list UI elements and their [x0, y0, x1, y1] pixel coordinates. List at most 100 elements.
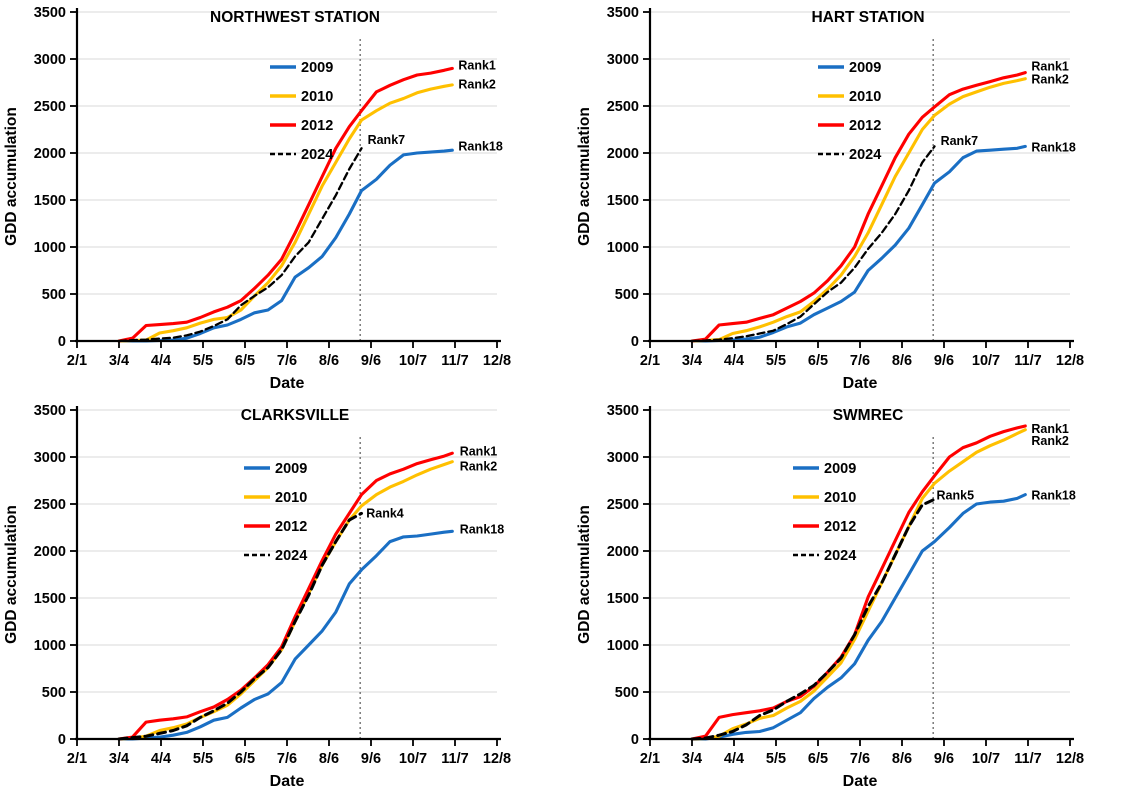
- chart-title: SWMREC: [833, 407, 904, 424]
- legend-label-2009: 2009: [301, 60, 333, 76]
- x-tick-label: 11/7: [441, 751, 468, 767]
- x-tick-label: 12/8: [1056, 751, 1084, 767]
- y-tick-label: 3500: [34, 5, 66, 21]
- y-axis-title: GDD accumulation: [576, 505, 593, 644]
- rank-annotation-rank18: Rank18: [1031, 489, 1076, 503]
- y-tick-label: 3500: [607, 403, 639, 419]
- x-tick-label: 4/4: [724, 751, 744, 767]
- legend-label-2009: 2009: [275, 461, 307, 477]
- legend-label-2010: 2010: [824, 490, 856, 506]
- x-tick-label: 5/5: [193, 751, 213, 767]
- legend-label-2009: 2009: [849, 60, 881, 76]
- rank-annotation-rank2: Rank2: [1031, 73, 1069, 87]
- y-tick-label: 1500: [34, 591, 66, 607]
- x-tick-label: 12/8: [483, 751, 511, 767]
- x-tick-label: 4/4: [151, 353, 171, 369]
- x-tick-label: 7/6: [850, 353, 870, 369]
- series-line-2024: [117, 147, 363, 343]
- y-tick-label: 3500: [34, 403, 66, 419]
- rank-annotation-rank18: Rank18: [1031, 140, 1076, 154]
- x-tick-label: 11/7: [441, 353, 468, 369]
- y-tick-label: 2500: [607, 99, 639, 115]
- x-axis-title: Date: [270, 375, 305, 392]
- y-tick-label: 1000: [34, 240, 66, 256]
- y-tick-label: 1500: [607, 591, 639, 607]
- rank-annotation-rank1: Rank1: [458, 59, 496, 73]
- x-axis-title: Date: [843, 375, 878, 392]
- y-tick-label: 0: [631, 732, 639, 748]
- y-tick-label: 2500: [34, 99, 66, 115]
- chart-hart-station: 2/1 3/4 4/4 5/5 6/5 7/6 8/6 9/6 10/7 11/7 12/8 0 500…: [573, 0, 1145, 397]
- rank-annotation-rank7: Rank7: [368, 133, 406, 147]
- legend-label-2012: 2012: [824, 519, 856, 535]
- x-tick-label: 2/1: [640, 353, 660, 369]
- rank-annotation-rank4: Rank4: [366, 506, 404, 520]
- y-tick-label: 0: [631, 334, 639, 350]
- y-tick-label: 1000: [34, 638, 66, 654]
- y-tick-label: 2000: [607, 146, 639, 162]
- series-line-2009: [690, 144, 1027, 343]
- series-line-2024: [117, 511, 363, 741]
- y-tick-label: 500: [42, 287, 66, 303]
- y-tick-label: 3000: [607, 450, 639, 466]
- y-tick-label: 2000: [34, 146, 66, 162]
- series-line-2010: [117, 83, 454, 343]
- series-line-2012: [117, 66, 454, 343]
- series-line-2012: [690, 424, 1027, 741]
- x-axis-title: Date: [270, 773, 305, 790]
- x-tick-label: 3/4: [682, 751, 702, 767]
- rank-annotation-rank1: Rank1: [460, 444, 498, 458]
- x-tick-label: 9/6: [934, 751, 954, 767]
- x-tick-label: 5/5: [193, 353, 213, 369]
- x-tick-label: 2/1: [640, 751, 660, 767]
- x-tick-label: 12/8: [1056, 353, 1084, 369]
- y-tick-label: 3000: [34, 450, 66, 466]
- x-tick-label: 12/8: [483, 353, 511, 369]
- x-tick-label: 6/5: [808, 353, 828, 369]
- x-tick-label: 10/7: [972, 353, 1000, 369]
- y-tick-label: 2000: [34, 544, 66, 560]
- chart-northwest-station: 2/1 3/4 4/4 5/5 6/5 7/6 8/6 9/6 10/7 11/7 12/8 0 500…: [0, 0, 572, 397]
- series-line-2009: [690, 493, 1027, 741]
- y-tick-label: 1000: [607, 240, 639, 256]
- chart-title: CLARKSVILLE: [241, 407, 350, 424]
- x-axis-title: Date: [843, 773, 878, 790]
- y-tick-label: 2500: [607, 497, 639, 513]
- legend-label-2024: 2024: [824, 548, 856, 564]
- y-axis-title: GDD accumulation: [3, 505, 20, 644]
- legend-label-2010: 2010: [849, 89, 881, 105]
- chart-title: NORTHWEST STATION: [210, 9, 380, 26]
- x-tick-label: 4/4: [724, 353, 744, 369]
- y-tick-label: 3000: [34, 52, 66, 68]
- x-tick-label: 10/7: [972, 751, 1000, 767]
- x-tick-label: 5/5: [766, 751, 786, 767]
- x-tick-label: 7/6: [277, 751, 297, 767]
- series-line-2024: [690, 497, 936, 741]
- series-line-2009: [117, 148, 454, 343]
- rank-annotation-rank2: Rank2: [458, 77, 496, 91]
- x-tick-label: 10/7: [399, 751, 427, 767]
- series-line-2012: [690, 71, 1027, 343]
- legend-label-2010: 2010: [275, 490, 307, 506]
- rank-annotation-rank2: Rank2: [460, 459, 498, 473]
- y-axis-title: GDD accumulation: [576, 107, 593, 246]
- x-tick-label: 5/5: [766, 353, 786, 369]
- x-tick-label: 6/5: [808, 751, 828, 767]
- legend-label-2010: 2010: [301, 89, 333, 105]
- legend-label-2009: 2009: [824, 461, 856, 477]
- x-tick-label: 3/4: [682, 353, 702, 369]
- y-axis-title: GDD accumulation: [3, 107, 20, 246]
- y-tick-label: 500: [615, 287, 639, 303]
- rank-annotation-rank2: Rank2: [1031, 434, 1069, 448]
- x-tick-label: 3/4: [109, 353, 129, 369]
- y-tick-label: 3000: [607, 52, 639, 68]
- series-line-2010: [690, 77, 1027, 343]
- y-tick-label: 1000: [607, 638, 639, 654]
- rank-annotation-rank1: Rank1: [1031, 422, 1069, 436]
- x-tick-label: 6/5: [235, 751, 255, 767]
- rank-annotation-rank7: Rank7: [941, 134, 979, 148]
- x-tick-label: 2/1: [67, 751, 87, 767]
- x-tick-label: 10/7: [399, 353, 427, 369]
- x-tick-label: 8/6: [319, 353, 339, 369]
